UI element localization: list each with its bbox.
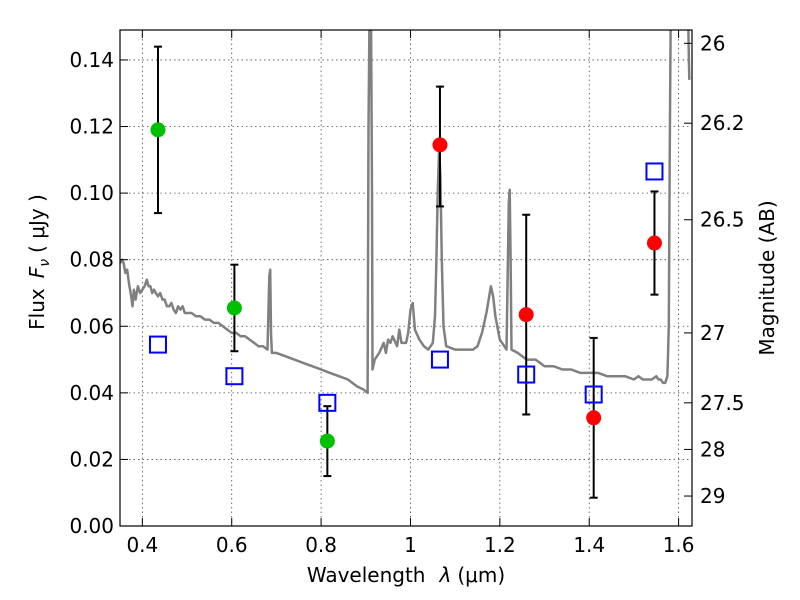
x-tick-label: 1.6	[663, 533, 695, 557]
tick-layer: 0.4 0.6 0.8 1 1.2 1.4 1.6 0.00 0.02 0.04 0.06 0.08 0…	[69, 30, 745, 557]
y-tick-label: 0.08	[69, 248, 114, 272]
model-photometry-point	[225, 367, 244, 386]
observed-red-point	[432, 137, 448, 153]
y-tick-label: 0.14	[69, 48, 114, 72]
spectrum-layer	[120, 30, 691, 395]
x-tick-label: 0.8	[305, 533, 337, 557]
x-tick-label: 0.6	[216, 533, 248, 557]
model-spectrum-line	[120, 30, 672, 395]
model-photometry-point	[318, 393, 337, 412]
x-tick-label: 1.4	[573, 533, 605, 557]
observed-green-point	[319, 433, 335, 449]
model-photometry-point	[645, 162, 664, 181]
y2-axis-label: Magnitude (AB)	[755, 200, 779, 355]
model-photometry-point	[517, 365, 536, 384]
model-photometry-point	[584, 385, 603, 404]
y-tick-label: 0.00	[69, 514, 114, 538]
y-tick-label: 0.12	[69, 115, 114, 139]
y2-tick-label: 27.5	[700, 391, 745, 415]
y-tick-label: 0.02	[69, 447, 114, 471]
label-layer: Wavelength λ (μm) FluxFν( μJy ) Magnitude …	[25, 194, 779, 587]
plot-frame	[119, 29, 693, 527]
observed-green-point	[150, 122, 166, 138]
model-photometry-point	[430, 350, 449, 369]
y-tick-label: 0.10	[69, 181, 114, 205]
observed-green-point	[226, 300, 242, 316]
y2-tick-label: 28	[700, 437, 725, 461]
y2-tick-label: 29	[700, 484, 725, 508]
y-tick-label: 0.04	[69, 381, 114, 405]
y2-tick-label: 26	[700, 31, 725, 55]
observed-red-point	[646, 235, 662, 251]
x-tick-label: 1	[404, 533, 417, 557]
y2-tick-label: 26.5	[700, 208, 745, 232]
y2-tick-label: 26.2	[700, 111, 745, 135]
y-axis-label: FluxFν( μJy )	[25, 194, 53, 330]
x-tick-label: 0.4	[126, 533, 158, 557]
model-photometry-point	[148, 335, 167, 354]
y2-tick-label: 27	[700, 321, 725, 345]
model-spectrum-edge-line	[687, 30, 691, 80]
x-axis-label: Wavelength λ (μm)	[307, 563, 505, 587]
observed-red-point	[518, 307, 534, 323]
y-tick-label: 0.06	[69, 314, 114, 338]
x-tick-label: 1.2	[484, 533, 516, 557]
observed-red-point	[586, 410, 602, 426]
marker-layer	[148, 45, 664, 499]
